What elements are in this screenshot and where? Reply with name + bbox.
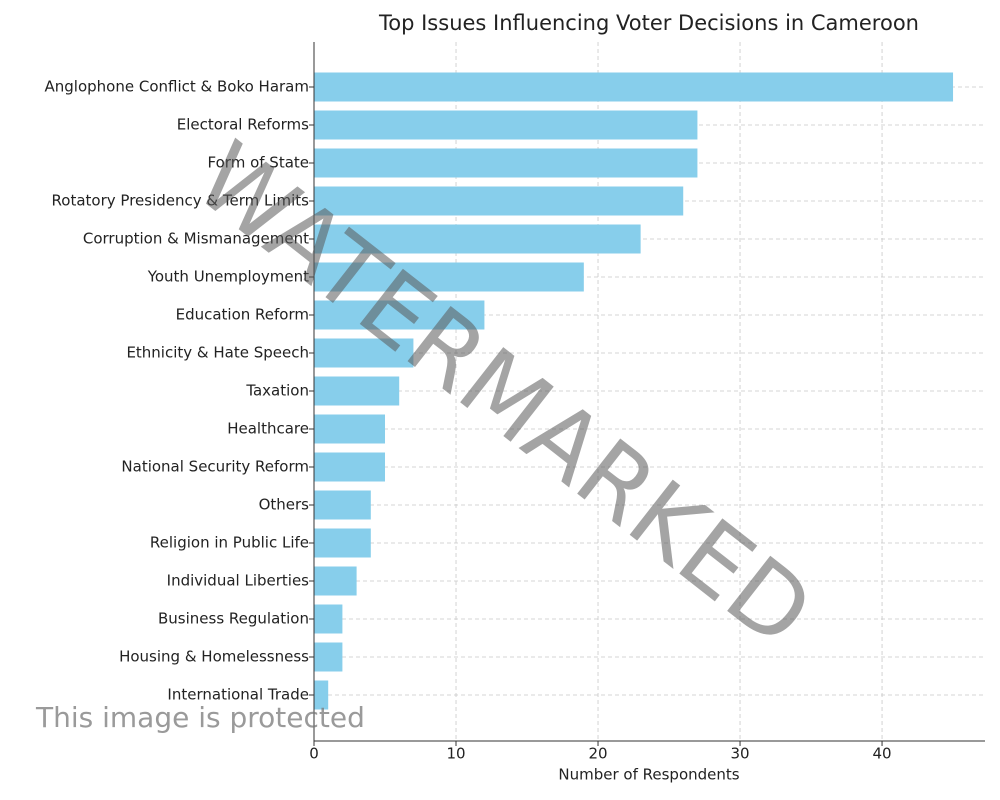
bar [314,604,343,634]
bar [314,186,684,216]
y-tick-label: Taxation [245,382,309,400]
chart-title: Top Issues Influencing Voter Decisions i… [378,11,919,35]
y-tick-label: International Trade [167,686,309,704]
bar [314,566,357,596]
bar [314,528,371,558]
x-tick-label: 10 [446,745,465,763]
bar [314,300,485,330]
y-tick-label: Others [259,496,310,514]
x-tick-label: 40 [872,745,891,763]
bar [314,262,584,292]
bar [314,72,954,102]
y-tick-label: Individual Liberties [167,572,310,590]
bar [314,148,698,178]
y-tick-label: Ethnicity & Hate Speech [126,344,309,362]
x-axis-label: Number of Respondents [558,766,739,784]
y-tick-label: Housing & Homelessness [119,648,309,666]
bar [314,338,414,368]
bar [314,452,386,482]
y-tick-label: Anglophone Conflict & Boko Haram [45,78,310,96]
bar [314,642,343,672]
y-tick-label: Business Regulation [158,610,309,628]
y-tick-label: Rotatory Presidency & Term Limits [52,192,310,210]
bar [314,680,329,710]
y-tick-label: Education Reform [176,306,309,324]
bar [314,376,400,406]
y-tick-label: Youth Unemployment [147,268,309,286]
x-tick-label: 20 [588,745,607,763]
y-tick-label: Form of State [208,154,309,172]
y-tick-label: National Security Reform [121,458,309,476]
y-tick-label: Corruption & Mismanagement [83,230,309,248]
y-tick-label: Healthcare [227,420,309,438]
watermark: This image is protected [35,701,365,734]
x-tick-label: 30 [730,745,749,763]
x-tick-label: 0 [309,745,319,763]
bar [314,490,371,520]
y-tick-label: Religion in Public Life [150,534,309,552]
y-tick-label: Electoral Reforms [177,116,309,134]
bar [314,110,698,140]
bar [314,224,641,254]
bar [314,414,386,444]
